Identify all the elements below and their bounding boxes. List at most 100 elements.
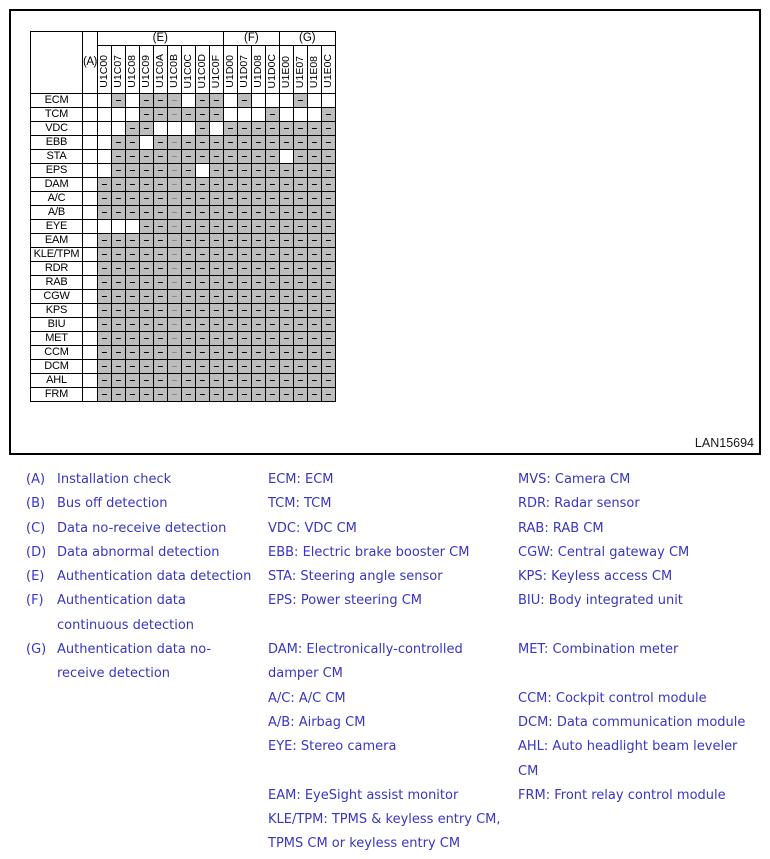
- matrix-cell: –: [320, 233, 336, 248]
- dtc-column-header: U1E07: [292, 45, 308, 94]
- table-row: STA – – – – – – – – – – – – – – –: [30, 149, 336, 164]
- matrix-cell: –: [138, 205, 154, 220]
- legend-marker: (G): [26, 642, 47, 658]
- matrix-cell: –: [152, 149, 168, 164]
- matrix-cell: –: [306, 247, 322, 262]
- matrix-cell: –: [222, 163, 238, 178]
- matrix-cell: –: [320, 359, 336, 374]
- matrix-cell: –: [152, 93, 168, 108]
- matrix-cell: –: [138, 191, 154, 206]
- matrix-cell: –: [320, 121, 336, 136]
- matrix-cell: [278, 93, 294, 108]
- matrix-cell: –: [180, 289, 196, 304]
- matrix-cell: [124, 93, 140, 108]
- legend-line: KPS: Keyless access CM: [518, 569, 673, 585]
- matrix-cell: –: [264, 205, 280, 220]
- row-label: CCM: [30, 345, 83, 360]
- matrix-cell: –: [152, 261, 168, 276]
- figure-code: LAN15694: [694, 436, 754, 450]
- dtc-code-label: U1C0C: [181, 53, 194, 88]
- row-label: EAM: [30, 233, 83, 248]
- dtc-column-header: U1C0A: [152, 45, 168, 94]
- matrix-cell: –: [194, 149, 210, 164]
- matrix-cell-a: [82, 317, 98, 332]
- row-label: EPS: [30, 163, 83, 178]
- matrix-cell: –: [208, 177, 224, 192]
- legend-line: RDR: Radar sensor: [518, 496, 640, 512]
- matrix-cell: –: [152, 233, 168, 248]
- legend-line: KLE/TPM: TPMS & keyless entry CM,: [268, 812, 501, 828]
- matrix-cell-a: [82, 121, 98, 136]
- matrix-cell: –: [194, 93, 210, 108]
- matrix-cell: –: [222, 373, 238, 388]
- row-label: A/C: [30, 191, 83, 206]
- matrix-cell: –: [278, 345, 294, 360]
- dtc-column-header: U1E08: [306, 45, 322, 94]
- matrix-cell: –: [222, 135, 238, 150]
- matrix-cell: –: [124, 233, 140, 248]
- dtc-column-header: U1C0F: [208, 45, 224, 94]
- matrix-cell-a: [82, 303, 98, 318]
- matrix-cell: –: [250, 177, 266, 192]
- matrix-cell: –: [264, 345, 280, 360]
- legend-line: (E) Authentication data detection: [26, 567, 266, 591]
- matrix-cell: –: [250, 205, 266, 220]
- matrix-cell: –: [236, 233, 252, 248]
- matrix-cell-a: [82, 233, 98, 248]
- legend-line: MET: Combination meter: [518, 642, 679, 658]
- column-group-label: (G): [278, 31, 336, 46]
- row-label: DCM: [30, 359, 83, 374]
- matrix-cell: –: [222, 191, 238, 206]
- matrix-cell: –: [166, 191, 182, 206]
- matrix-cell: –: [236, 93, 252, 108]
- matrix-cell: –: [236, 317, 252, 332]
- matrix-cell: –: [110, 387, 126, 402]
- row-label: EYE: [30, 219, 83, 234]
- matrix-cell: –: [138, 289, 154, 304]
- matrix-cell: [194, 163, 210, 178]
- matrix-cell: –: [110, 317, 126, 332]
- matrix-cell: –: [222, 387, 238, 402]
- matrix-cell: –: [208, 149, 224, 164]
- matrix-cell: [96, 219, 112, 234]
- matrix-cell: –: [278, 219, 294, 234]
- matrix-cell: –: [264, 107, 280, 122]
- matrix-cell: –: [138, 247, 154, 262]
- matrix-cell: [278, 149, 294, 164]
- matrix-cell: –: [292, 135, 308, 150]
- matrix-cell-a: [82, 205, 98, 220]
- matrix-cell: –: [320, 317, 336, 332]
- matrix-cell: –: [250, 289, 266, 304]
- matrix-cell: –: [320, 163, 336, 178]
- matrix-cell: –: [236, 191, 252, 206]
- matrix-cell: –: [180, 247, 196, 262]
- matrix-cell: –: [180, 359, 196, 374]
- matrix-cell: –: [222, 275, 238, 290]
- matrix-cell: –: [110, 163, 126, 178]
- matrix-cell: –: [278, 373, 294, 388]
- matrix-cell-a: [82, 247, 98, 262]
- matrix-cell: –: [306, 191, 322, 206]
- matrix-cell: –: [250, 331, 266, 346]
- matrix-cell: –: [222, 149, 238, 164]
- matrix-cell: –: [306, 289, 322, 304]
- table-row: MET – – – – – – – – – – – – – – – – –: [30, 331, 336, 346]
- legend-text: Data no-receive detection: [57, 520, 227, 536]
- matrix-cell: –: [236, 219, 252, 234]
- matrix-cell: –: [222, 233, 238, 248]
- legend-text: receive detection: [57, 666, 171, 682]
- matrix-cell: –: [124, 149, 140, 164]
- row-label: VDC: [30, 121, 83, 136]
- matrix-cell: –: [306, 275, 322, 290]
- matrix-cell: –: [166, 345, 182, 360]
- dtc-column-header: U1C00: [96, 45, 112, 94]
- matrix-cell: –: [292, 261, 308, 276]
- matrix-cell: –: [96, 359, 112, 374]
- legend-line: [518, 616, 768, 640]
- matrix-cell: –: [152, 331, 168, 346]
- matrix-cell: –: [208, 387, 224, 402]
- matrix-cell: –: [96, 303, 112, 318]
- matrix-cell: –: [250, 219, 266, 234]
- matrix-cell: –: [180, 191, 196, 206]
- matrix-cell: –: [96, 317, 112, 332]
